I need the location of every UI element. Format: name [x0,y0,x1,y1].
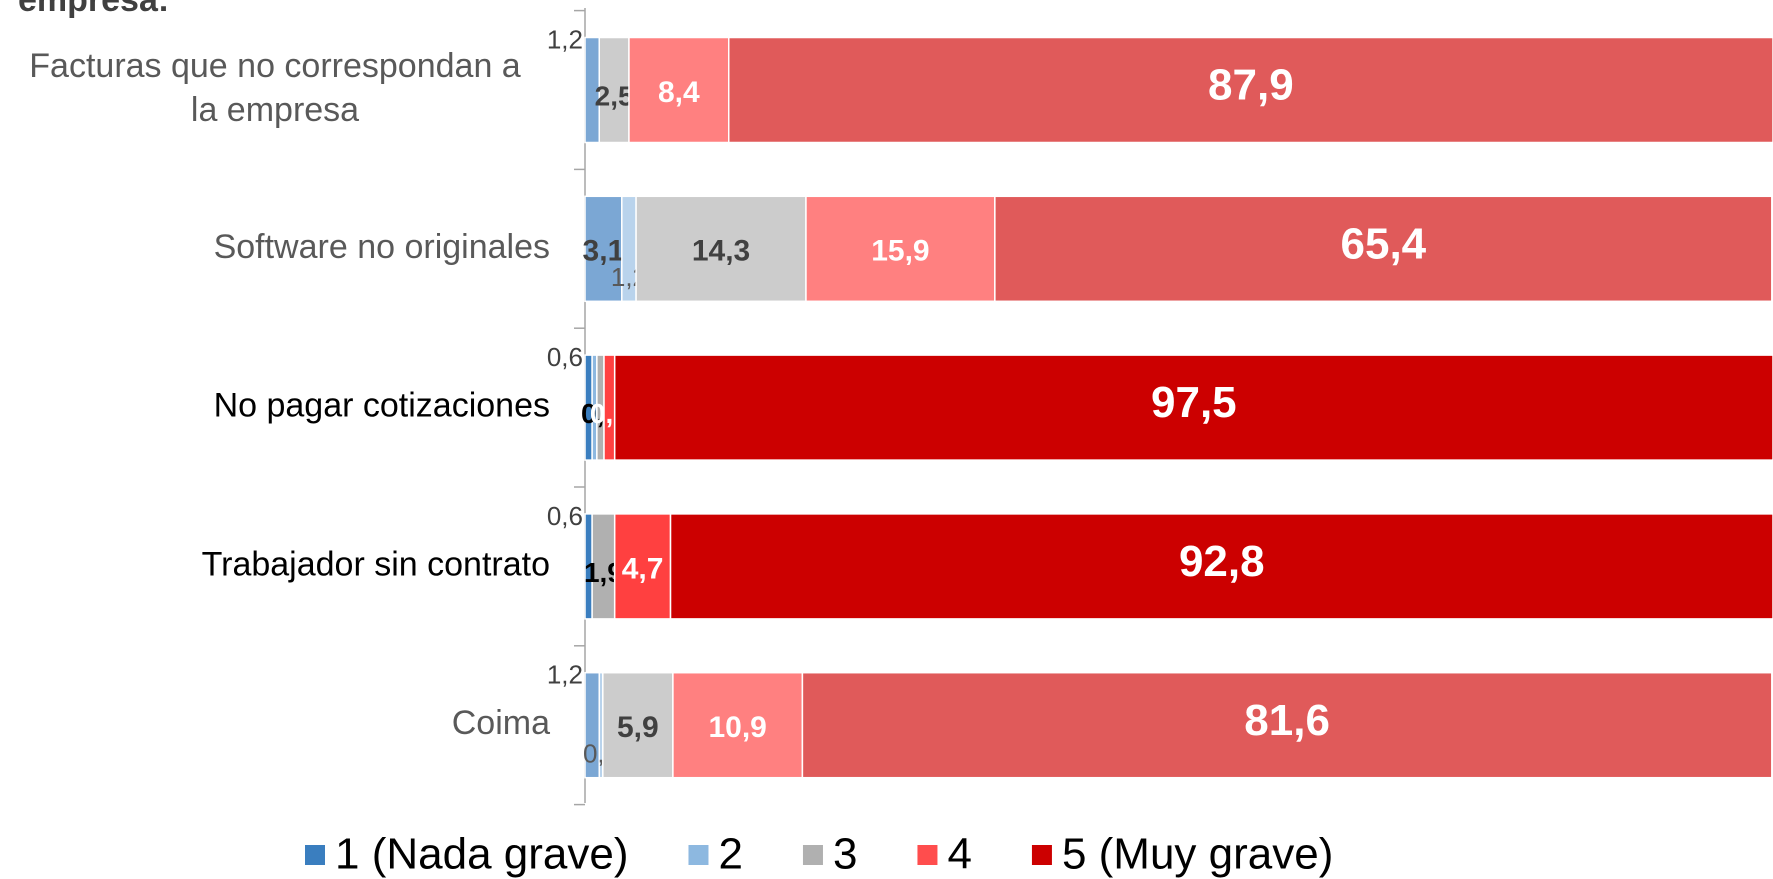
legend-label: 3 [833,830,857,879]
data-label: 65,4 [1341,219,1427,268]
data-label: 92,8 [1179,537,1265,586]
data-label: 1,2 [547,660,583,690]
legend-swatch [1031,845,1052,865]
category-label: Coima [452,704,550,742]
bar-segment [635,195,807,303]
data-label: 97,5 [1151,378,1237,427]
legend-swatch [688,845,709,865]
data-label: 3,1 [583,235,625,268]
bar-segment [613,513,672,620]
legend-label: 5 (Muy grave) [1062,830,1333,879]
data-label: 8,4 [658,76,700,109]
legend-label: 2 [718,830,742,879]
bar-segment [994,195,1773,303]
data-label: 0,6 [547,501,583,531]
data-label: 15,9 [871,235,929,268]
data-label: 81,6 [1244,696,1330,745]
bar-segment [727,36,1773,144]
legend-label: 1 (Nada grave) [335,830,628,879]
legend-label: 4 [947,830,971,879]
chart-title: empresa: [18,0,169,19]
data-label: 2,5 [595,80,634,111]
data-label: 87,9 [1208,61,1294,110]
legend-swatch [305,845,325,865]
category-label: No pagar cotizaciones [214,387,550,425]
bar-segment [602,671,674,779]
data-label: 14,3 [692,235,750,268]
bar-segment [669,513,1773,620]
legend-swatch [802,845,823,865]
bar-segment [805,195,996,303]
bar-segment [801,671,1773,779]
bar-segment [672,671,804,779]
bar-segment [613,354,1773,461]
category-label: Software no originales [214,228,550,266]
legend-swatch [917,845,938,865]
bar-segment [628,36,730,144]
data-label: 5,9 [617,711,659,744]
bar-segment [584,195,623,303]
category-label: Trabajador sin contrato [202,545,550,583]
data-label: 1,2 [547,24,583,54]
data-label: 10,9 [708,711,766,744]
category-label: Facturas que no correspondan a la empresa [29,47,521,129]
data-label: 4,7 [622,552,664,585]
data-label: 0,6 [547,342,583,372]
